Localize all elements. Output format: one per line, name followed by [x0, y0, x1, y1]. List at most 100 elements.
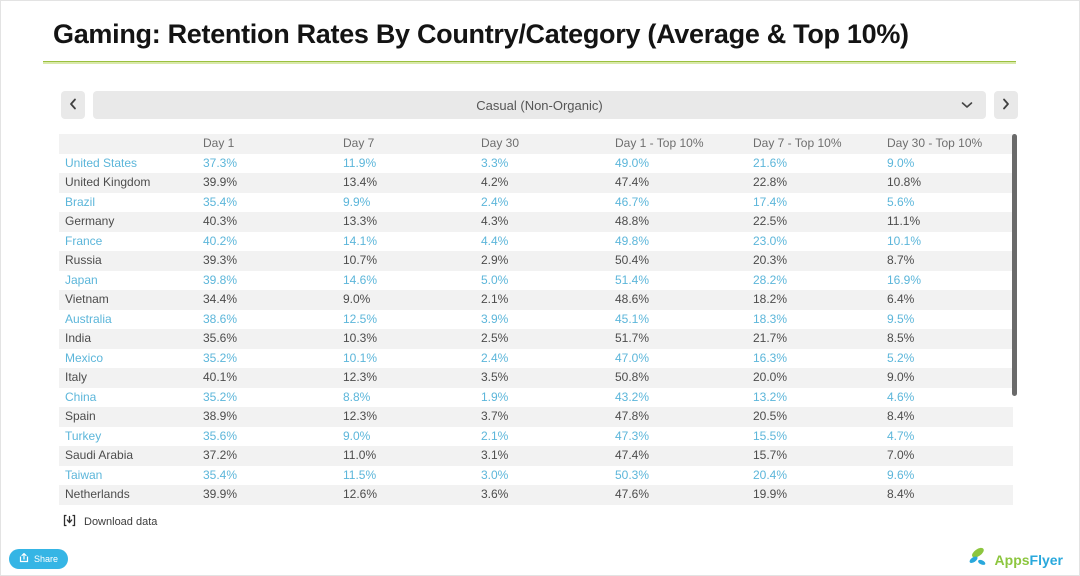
value-cell: 18.3% [753, 311, 788, 326]
value-cell: 37.3% [203, 155, 238, 170]
table-row[interactable]: Taiwan 35.4% 11.5% 3.0% 50.3% 20.4% 9.6% [59, 466, 1013, 486]
value-cell: 5.2% [887, 350, 915, 365]
country-cell: Italy [65, 370, 88, 384]
value-cell: 39.8% [203, 272, 238, 287]
value-cell: 38.6% [203, 311, 238, 326]
download-data-button[interactable]: Download data [63, 514, 157, 530]
value-cell: 11.0% [343, 448, 377, 462]
value-cell: 12.5% [343, 311, 378, 326]
country-cell: Turkey [65, 428, 102, 443]
value-cell: 11.5% [343, 467, 377, 482]
appsflyer-logo: Apps Flyer [966, 544, 1063, 575]
country-cell: India [65, 331, 92, 345]
value-cell: 47.3% [615, 428, 650, 443]
download-icon [63, 514, 76, 530]
value-cell: 20.4% [753, 467, 788, 482]
value-cell: 4.2% [481, 175, 509, 189]
country-cell: Vietnam [65, 292, 109, 306]
value-cell: 39.9% [203, 487, 238, 501]
value-cell: 51.4% [615, 272, 650, 287]
table-row[interactable]: Japan 39.8% 14.6% 5.0% 51.4% 28.2% 16.9% [59, 271, 1013, 291]
value-cell: 47.8% [615, 409, 650, 423]
value-cell: 8.4% [887, 487, 915, 501]
value-cell: 17.4% [753, 194, 788, 209]
table-row[interactable]: Vietnam 34.4% 9.0% 2.1% 48.6% 18.2% 6.4% [59, 290, 1013, 310]
value-cell: 9.0% [343, 428, 371, 443]
table-row[interactable]: India 35.6% 10.3% 2.5% 51.7% 21.7% 8.5% [59, 329, 1013, 349]
table-row[interactable]: Spain 38.9% 12.3% 3.7% 47.8% 20.5% 8.4% [59, 407, 1013, 427]
table-row[interactable]: United States 37.3% 11.9% 3.3% 49.0% 21.6% 9.0… [59, 154, 1013, 174]
value-cell: 15.5% [753, 428, 788, 443]
category-dropdown[interactable]: Casual (Non-Organic) [93, 91, 986, 119]
value-cell: 13.3% [343, 214, 378, 228]
table-scrollbar[interactable] [1012, 134, 1017, 396]
country-column-header [59, 134, 197, 154]
value-cell: 15.7% [753, 448, 788, 462]
value-cell: 39.9% [203, 175, 238, 189]
value-cell: 22.5% [753, 214, 788, 228]
prev-category-button[interactable] [61, 91, 85, 119]
table-row[interactable]: Russia 39.3% 10.7% 2.9% 50.4% 20.3% 8.7% [59, 251, 1013, 271]
value-cell: 47.6% [615, 487, 650, 501]
value-cell: 9.0% [887, 155, 915, 170]
value-cell: 12.3% [343, 409, 378, 423]
table-row[interactable]: Netherlands 39.9% 12.6% 3.6% 47.6% 19.9% 8.4% [59, 485, 1013, 505]
value-cell: 40.2% [203, 233, 238, 248]
table-row[interactable]: China 35.2% 8.8% 1.9% 43.2% 13.2% 4.6% [59, 388, 1013, 408]
value-cell: 14.6% [343, 272, 378, 287]
value-cell: 9.6% [887, 467, 915, 482]
value-cell: 48.6% [615, 292, 650, 306]
country-cell: China [65, 389, 97, 404]
value-cell: 20.0% [753, 370, 788, 384]
value-cell: 12.6% [343, 487, 378, 501]
value-cell: 4.6% [887, 389, 915, 404]
value-cell: 2.4% [481, 350, 509, 365]
value-cell: 47.4% [615, 448, 650, 462]
chevron-left-icon [69, 98, 77, 113]
value-cell: 28.2% [753, 272, 788, 287]
table-row[interactable]: Turkey 35.6% 9.0% 2.1% 47.3% 15.5% 4.7% [59, 427, 1013, 447]
value-cell: 19.9% [753, 487, 788, 501]
column-header: Day 1 [197, 134, 337, 154]
value-cell: 43.2% [615, 389, 650, 404]
table-row[interactable]: Australia 38.6% 12.5% 3.9% 45.1% 18.3% 9.5% [59, 310, 1013, 330]
value-cell: 35.4% [203, 194, 238, 209]
country-cell: United Kingdom [65, 175, 151, 189]
country-cell: Germany [65, 214, 115, 228]
value-cell: 39.3% [203, 253, 238, 267]
table-row[interactable]: Saudi Arabia 37.2% 11.0% 3.1% 47.4% 15.7% 7.0% [59, 446, 1013, 466]
value-cell: 16.9% [887, 272, 922, 287]
title-underline-rule [43, 61, 1016, 64]
value-cell: 46.7% [615, 194, 650, 209]
value-cell: 3.6% [481, 487, 509, 501]
value-cell: 8.7% [887, 253, 915, 267]
value-cell: 35.4% [203, 467, 238, 482]
value-cell: 10.3% [343, 331, 378, 345]
table-row[interactable]: Germany 40.3% 13.3% 4.3% 48.8% 22.5% 11.1% [59, 212, 1013, 232]
value-cell: 49.0% [615, 155, 650, 170]
column-header: Day 30 [475, 134, 609, 154]
table-row[interactable]: Italy 40.1% 12.3% 3.5% 50.8% 20.0% 9.0% [59, 368, 1013, 388]
value-cell: 4.7% [887, 428, 915, 443]
chevron-right-icon [1002, 98, 1010, 113]
column-header: Day 30 - Top 10% [881, 134, 1013, 154]
value-cell: 13.4% [343, 175, 378, 189]
value-cell: 3.9% [481, 311, 509, 326]
value-cell: 7.0% [887, 448, 915, 462]
value-cell: 16.3% [753, 350, 788, 365]
table-row[interactable]: United Kingdom 39.9% 13.4% 4.2% 47.4% 22.8% 10… [59, 173, 1013, 193]
table-row[interactable]: France 40.2% 14.1% 4.4% 49.8% 23.0% 10.1% [59, 232, 1013, 252]
share-button[interactable]: Share [9, 549, 69, 569]
next-category-button[interactable] [994, 91, 1018, 119]
value-cell: 6.4% [887, 292, 915, 306]
table-row[interactable]: Mexico 35.2% 10.1% 2.4% 47.0% 16.3% 5.2% [59, 349, 1013, 369]
value-cell: 37.2% [203, 448, 238, 462]
value-cell: 2.5% [481, 331, 509, 345]
value-cell: 3.7% [481, 409, 509, 423]
value-cell: 47.0% [615, 350, 650, 365]
value-cell: 35.6% [203, 331, 238, 345]
table-row[interactable]: Brazil 35.4% 9.9% 2.4% 46.7% 17.4% 5.6% [59, 193, 1013, 213]
country-cell: Taiwan [65, 467, 103, 482]
country-cell: Netherlands [65, 487, 130, 501]
